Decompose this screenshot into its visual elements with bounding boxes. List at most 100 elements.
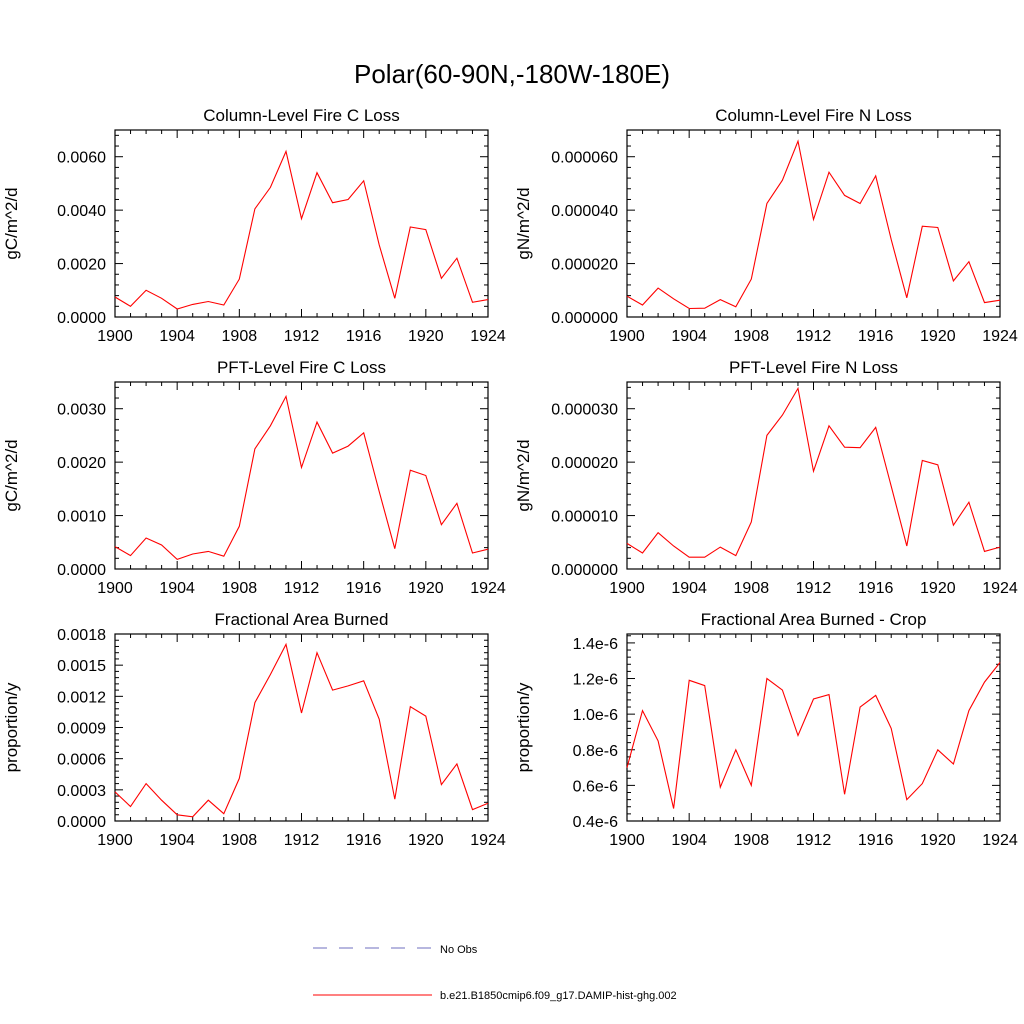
x-tick-label: 1900 xyxy=(97,580,133,597)
series-line xyxy=(626,662,1001,809)
x-tick-label: 1900 xyxy=(97,832,133,849)
y-tick-label: 0.0000 xyxy=(57,814,106,831)
x-tick-label: 1904 xyxy=(159,832,195,849)
x-tick-label: 1912 xyxy=(796,580,832,597)
x-tick-label: 1904 xyxy=(671,328,707,345)
y-tick-label: 0.6e-6 xyxy=(573,778,618,795)
panels: Column-Level Fire C Loss gC/m^2/d 1900 1904… xyxy=(2,106,1018,849)
x-tick-label: 1920 xyxy=(920,328,956,345)
y-tick-label: 0.0020 xyxy=(57,257,106,274)
chart-panel-5: Fractional Area Burned proportion/y 1900 19… xyxy=(2,610,506,849)
y-tick-label: 0.0018 xyxy=(57,627,106,644)
legend-entry-model: b.e21.B1850cmip6.f09_g17.DAMIP-hist-ghg.… xyxy=(313,990,677,1002)
x-tick-label: 1924 xyxy=(982,832,1018,849)
chart-title: Fractional Area Burned xyxy=(215,610,389,629)
x-tick-label: 1908 xyxy=(734,832,770,849)
series-line xyxy=(114,394,489,561)
x-tick-label: 1900 xyxy=(609,328,645,345)
y-tick-label: 0.0040 xyxy=(57,203,106,220)
chart-title: Fractional Area Burned - Crop xyxy=(701,610,927,629)
legend-entry-no-obs: No Obs xyxy=(313,944,478,956)
y-tick-label: 0.0012 xyxy=(57,689,106,706)
chart-panel-3: PFT-Level Fire C Loss gC/m^2/d 1900 1904 190… xyxy=(2,358,506,597)
x-tick-label: 1920 xyxy=(920,832,956,849)
x-tick-label: 1900 xyxy=(97,328,133,345)
x-tick-label: 1920 xyxy=(408,832,444,849)
y-axis-label: proportion/y xyxy=(2,682,21,772)
y-tick-label: 0.0020 xyxy=(57,455,106,472)
y-tick-label: 0.0015 xyxy=(57,658,106,675)
y-tick-label: 1.0e-6 xyxy=(573,707,618,724)
x-tick-label: 1924 xyxy=(982,580,1018,597)
y-tick-label: 1.2e-6 xyxy=(573,672,618,689)
chart-title: PFT-Level Fire N Loss xyxy=(729,358,898,377)
y-axis-label: gN/m^2/d xyxy=(514,187,533,259)
chart-panel-1: Column-Level Fire C Loss gC/m^2/d 1900 1904… xyxy=(2,106,506,345)
y-tick-label: 0.4e-6 xyxy=(573,814,618,831)
x-tick-label: 1924 xyxy=(470,832,506,849)
y-tick-label: 0.0006 xyxy=(57,752,106,769)
y-tick-label: 0.000040 xyxy=(551,203,618,220)
x-tick-label: 1920 xyxy=(920,580,956,597)
legend-label-no-obs: No Obs xyxy=(440,944,478,956)
x-tick-label: 1916 xyxy=(346,832,382,849)
y-tick-label: 0.8e-6 xyxy=(573,743,618,760)
y-axis-label: gC/m^2/d xyxy=(2,187,21,259)
x-tick-label: 1900 xyxy=(609,832,645,849)
legend: No Obs b.e21.B1850cmip6.f09_g17.DAMIP-hi… xyxy=(313,944,677,1002)
x-tick-label: 1916 xyxy=(858,328,894,345)
x-tick-label: 1916 xyxy=(858,580,894,597)
y-tick-label: 0.0000 xyxy=(57,562,106,579)
x-tick-label: 1908 xyxy=(222,832,258,849)
y-tick-label: 0.000000 xyxy=(551,562,618,579)
series-line xyxy=(626,139,1001,310)
plot-frame xyxy=(114,381,489,570)
x-tick-label: 1912 xyxy=(284,580,320,597)
x-tick-label: 1920 xyxy=(408,328,444,345)
series-line xyxy=(114,149,489,310)
chart-panel-2: Column-Level Fire N Loss gN/m^2/d 1900 1904… xyxy=(514,106,1018,345)
plot-frame xyxy=(626,381,1001,570)
y-tick-label: 0.0009 xyxy=(57,721,106,738)
x-tick-label: 1908 xyxy=(222,328,258,345)
x-tick-label: 1924 xyxy=(470,328,506,345)
y-axis-label: proportion/y xyxy=(514,682,533,772)
x-tick-label: 1908 xyxy=(222,580,258,597)
x-tick-label: 1904 xyxy=(671,832,707,849)
x-tick-label: 1912 xyxy=(284,832,320,849)
x-tick-label: 1904 xyxy=(671,580,707,597)
x-tick-label: 1916 xyxy=(346,328,382,345)
plot-frame xyxy=(114,129,489,318)
plot-frame xyxy=(626,129,1001,318)
chart-panel-4: PFT-Level Fire N Loss gN/m^2/d 1900 1904 190… xyxy=(514,358,1018,597)
x-tick-label: 1904 xyxy=(159,580,195,597)
chart-panel-6: Fractional Area Burned - Crop proportion/… xyxy=(514,610,1018,849)
y-tick-label: 0.0010 xyxy=(57,509,106,526)
x-tick-label: 1900 xyxy=(609,580,645,597)
chart-title: PFT-Level Fire C Loss xyxy=(217,358,386,377)
y-tick-label: 0.000060 xyxy=(551,150,618,167)
plot-frame xyxy=(114,633,489,822)
chart-title: Column-Level Fire N Loss xyxy=(715,106,912,125)
y-tick-label: 0.0030 xyxy=(57,402,106,419)
x-tick-label: 1912 xyxy=(284,328,320,345)
x-tick-label: 1912 xyxy=(796,832,832,849)
x-tick-label: 1908 xyxy=(734,328,770,345)
legend-label-model: b.e21.B1850cmip6.f09_g17.DAMIP-hist-ghg.… xyxy=(440,990,677,1002)
x-tick-label: 1908 xyxy=(734,580,770,597)
y-tick-label: 0.0003 xyxy=(57,783,106,800)
y-axis-label: gN/m^2/d xyxy=(514,439,533,511)
y-tick-label: 1.4e-6 xyxy=(573,636,618,653)
y-tick-label: 0.000030 xyxy=(551,402,618,419)
x-tick-label: 1920 xyxy=(408,580,444,597)
y-tick-label: 0.0060 xyxy=(57,150,106,167)
x-tick-label: 1924 xyxy=(470,580,506,597)
y-tick-label: 0.000010 xyxy=(551,509,618,526)
x-tick-label: 1916 xyxy=(858,832,894,849)
series-line xyxy=(114,642,489,818)
chart-title: Column-Level Fire C Loss xyxy=(203,106,400,125)
y-tick-label: 0.000020 xyxy=(551,455,618,472)
x-tick-label: 1916 xyxy=(346,580,382,597)
x-tick-label: 1904 xyxy=(159,328,195,345)
